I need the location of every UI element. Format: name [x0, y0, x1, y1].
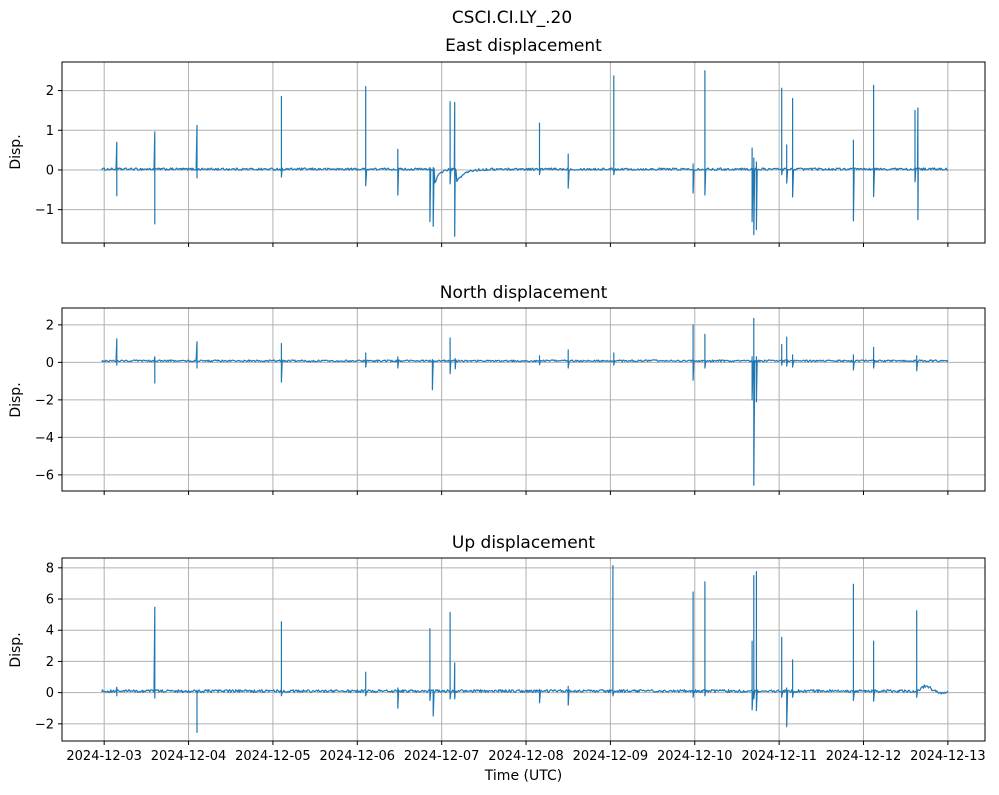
y-tick-label: 8 [46, 561, 54, 576]
y-tick-label: 6 [46, 593, 54, 608]
y-tick-label: −2 [35, 717, 54, 732]
y-tick-label: −6 [35, 468, 54, 483]
panel-up-title: Up displacement [451, 533, 596, 553]
y-tick-label: −2 [35, 393, 54, 408]
x-tick-label: 2024-12-05 [235, 749, 311, 764]
x-tick-label: 2024-12-08 [488, 749, 564, 764]
x-tick-label: 2024-12-07 [404, 749, 480, 764]
x-tick-label: 2024-12-12 [826, 749, 902, 764]
y-tick-label: 1 [46, 124, 54, 139]
y-tick-label: 4 [46, 624, 54, 639]
axes-frame [61, 557, 986, 742]
y-tick-label: −4 [35, 431, 54, 446]
north-series-line [101, 317, 949, 486]
panel-east-ylabel: Disp. [8, 134, 24, 170]
panel-north-ylabel: Disp. [8, 382, 24, 418]
up-series-line [101, 565, 949, 733]
figure-title: CSCI.CI.LY_.20 [451, 8, 573, 28]
x-tick-label: 2024-12-13 [910, 749, 986, 764]
x-tick-label: 2024-12-04 [151, 749, 227, 764]
panel-east: −1 0 1 2 [35, 61, 986, 247]
x-tick-label: 2024-12-03 [66, 749, 142, 764]
x-axis-label: Time (UTC) [484, 768, 563, 784]
panel-north: −6 −4 −2 0 2 [35, 307, 986, 495]
y-tick-label: 2 [46, 318, 54, 333]
y-tick-label: 2 [46, 84, 54, 99]
y-tick-label: 0 [46, 356, 54, 371]
y-tick-label: 0 [46, 163, 54, 178]
y-tick-label: −1 [35, 203, 54, 218]
panel-north-title: North displacement [439, 283, 608, 303]
panel-east-title: East displacement [445, 36, 602, 56]
panel-up-ylabel: Disp. [8, 632, 24, 668]
y-tick-label: 0 [46, 686, 54, 701]
axes-frame [61, 61, 986, 244]
axes-frame [61, 307, 986, 492]
x-tick-label: 2024-12-10 [657, 749, 733, 764]
x-tick-label: 2024-12-06 [320, 749, 396, 764]
y-tick-label: 2 [46, 655, 54, 670]
east-series-line [101, 70, 949, 237]
panel-up: −2 0 2 4 6 8 2024-12-03 2024-12-04 2024-12-05 202… [35, 557, 986, 764]
x-tick-label: 2024-12-11 [741, 749, 817, 764]
x-tick-label: 2024-12-09 [573, 749, 649, 764]
